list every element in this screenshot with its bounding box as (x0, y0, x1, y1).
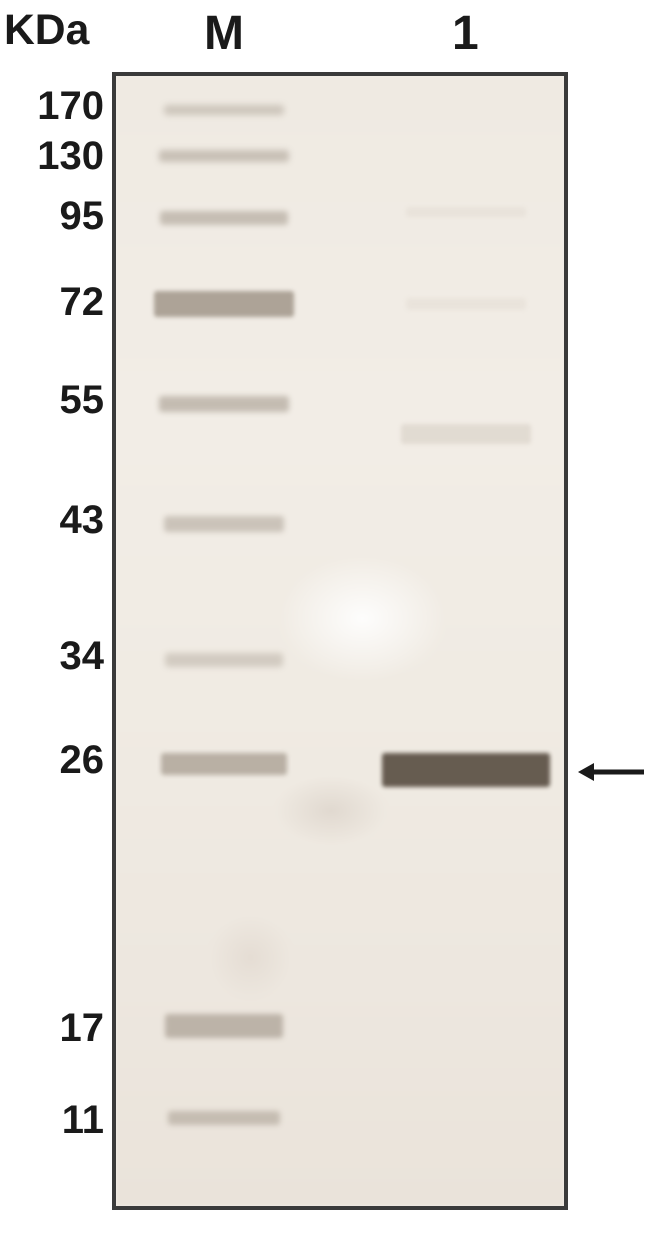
marker-band (154, 291, 294, 317)
marker-band (164, 105, 284, 115)
mw-label-170: 170 (0, 84, 104, 129)
mw-label-34: 34 (0, 634, 104, 679)
units-label: KDa (4, 6, 89, 55)
sample-band (406, 298, 526, 310)
mw-label-17: 17 (0, 1006, 104, 1051)
marker-band (168, 1111, 280, 1125)
marker-band (164, 516, 284, 532)
marker-band (161, 753, 287, 775)
marker-band (165, 653, 283, 667)
mw-label-95: 95 (0, 194, 104, 239)
sample-band (401, 424, 531, 444)
marker-band (165, 1014, 283, 1038)
mw-label-43: 43 (0, 498, 104, 543)
lane-label-sample: 1 (452, 6, 479, 61)
sample-band (406, 207, 526, 217)
marker-band (159, 150, 289, 162)
mw-label-55: 55 (0, 378, 104, 423)
marker-band (159, 396, 289, 412)
target-arrow-icon (576, 752, 646, 792)
mw-label-72: 72 (0, 280, 104, 325)
figure-container: KDa M 1 170 130 95 72 55 43 34 26 17 11 (0, 0, 650, 1242)
mw-label-26: 26 (0, 738, 104, 783)
marker-band (160, 211, 288, 225)
lane-label-marker: M (204, 6, 244, 61)
sample-band (382, 753, 550, 787)
mw-label-11: 11 (0, 1098, 104, 1143)
mw-label-130: 130 (0, 134, 104, 179)
blot-frame (112, 72, 568, 1210)
